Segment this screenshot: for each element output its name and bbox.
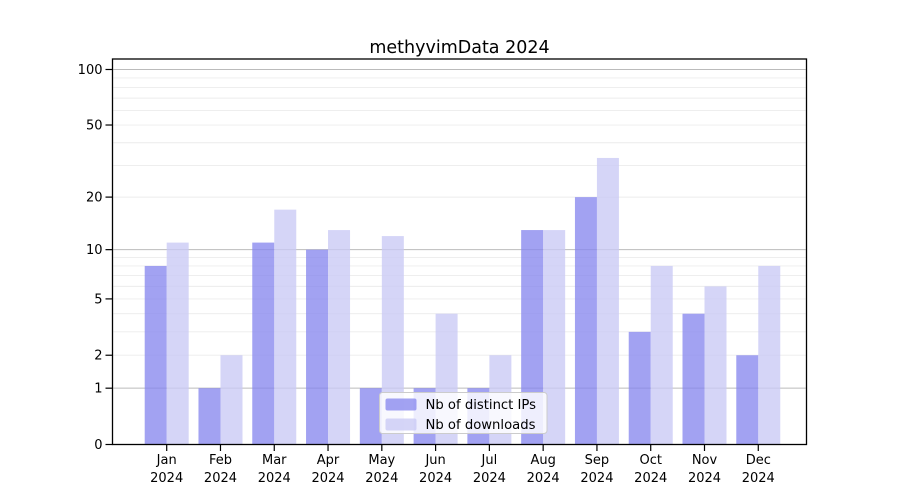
- y-tick-label: 10: [86, 243, 103, 258]
- x-tick-label-month: Jul: [481, 453, 498, 468]
- bar-distinct-ips-dec: [736, 355, 759, 445]
- x-tick-label-month: Sep: [585, 453, 610, 468]
- x-tick-label-year: 2024: [150, 471, 183, 486]
- x-tick-label-month: Mar: [262, 453, 287, 468]
- y-tick-label: 0: [94, 438, 102, 453]
- y-tick-label: 100: [78, 63, 103, 78]
- bar-downloads-aug: [543, 230, 566, 445]
- bar-distinct-ips-feb: [198, 388, 221, 445]
- bar-distinct-ips-sep: [574, 197, 597, 445]
- legend-swatch-downloads: [385, 418, 417, 431]
- bar-distinct-ips-may: [359, 388, 382, 445]
- bar-downloads-mar: [274, 209, 297, 445]
- bar-downloads-dec: [758, 265, 781, 445]
- bar-downloads-nov: [704, 286, 727, 445]
- bar-downloads-sep: [596, 157, 619, 445]
- bar-distinct-ips-nov: [682, 313, 705, 445]
- x-tick-label-year: 2024: [419, 471, 452, 486]
- gridlines-layer: [113, 68, 806, 389]
- bar-distinct-ips-jan: [144, 265, 167, 445]
- x-tick-label-year: 2024: [258, 471, 291, 486]
- bar-downloads-apr: [328, 230, 351, 445]
- bar-distinct-ips-mar: [252, 242, 275, 445]
- x-tick-label-year: 2024: [634, 471, 667, 486]
- bar-distinct-ips-apr: [306, 249, 329, 445]
- y-tick-label: 2: [94, 349, 102, 364]
- legend-label-downloads: Nb of downloads: [426, 418, 536, 433]
- x-tick-label-month: May: [368, 453, 395, 468]
- bar-distinct-ips-aug: [521, 230, 544, 445]
- bar-downloads-feb: [220, 355, 243, 445]
- y-tick-label: 1: [94, 382, 102, 397]
- x-tick-label-month: Jan: [156, 453, 177, 468]
- x-tick-label-year: 2024: [742, 471, 775, 486]
- axes-layer: 0 1 2 5 10 20 50 100 Jan 2024 Feb 2024 Mar 2024 Apr 202…: [78, 58, 808, 486]
- x-tick-label-month: Apr: [317, 453, 340, 468]
- x-tick-label-year: 2024: [473, 471, 506, 486]
- x-tick-label-month: Jun: [424, 453, 445, 468]
- x-tick-label-year: 2024: [688, 471, 721, 486]
- legend-box: [379, 392, 548, 434]
- x-tick-label-month: Dec: [746, 453, 771, 468]
- x-tick-label-year: 2024: [580, 471, 613, 486]
- legend-label-distinct-ips: Nb of distinct IPs: [426, 398, 537, 413]
- y-tick-label: 20: [86, 191, 103, 206]
- legend: Nb of distinct IPs Nb of downloads: [379, 392, 548, 434]
- x-tick-label-month: Feb: [209, 453, 232, 468]
- chart-title: methyvimData 2024: [369, 38, 549, 58]
- x-tick-label-month: Aug: [530, 453, 555, 468]
- y-tick-label: 5: [94, 292, 102, 307]
- x-tick-label-month: Oct: [639, 453, 661, 468]
- x-tick-label-month: Nov: [692, 453, 718, 468]
- y-tick-label: 50: [86, 119, 103, 134]
- x-tick-label-year: 2024: [204, 471, 237, 486]
- plot-frame: [111, 58, 808, 446]
- x-tick-label-year: 2024: [311, 471, 344, 486]
- bar-downloads-oct: [650, 265, 673, 445]
- legend-swatch-distinct-ips: [385, 398, 417, 411]
- x-tick-label-year: 2024: [365, 471, 398, 486]
- bar-distinct-ips-oct: [628, 331, 651, 445]
- x-tick-label-year: 2024: [527, 471, 560, 486]
- bar-downloads-jan: [166, 242, 189, 445]
